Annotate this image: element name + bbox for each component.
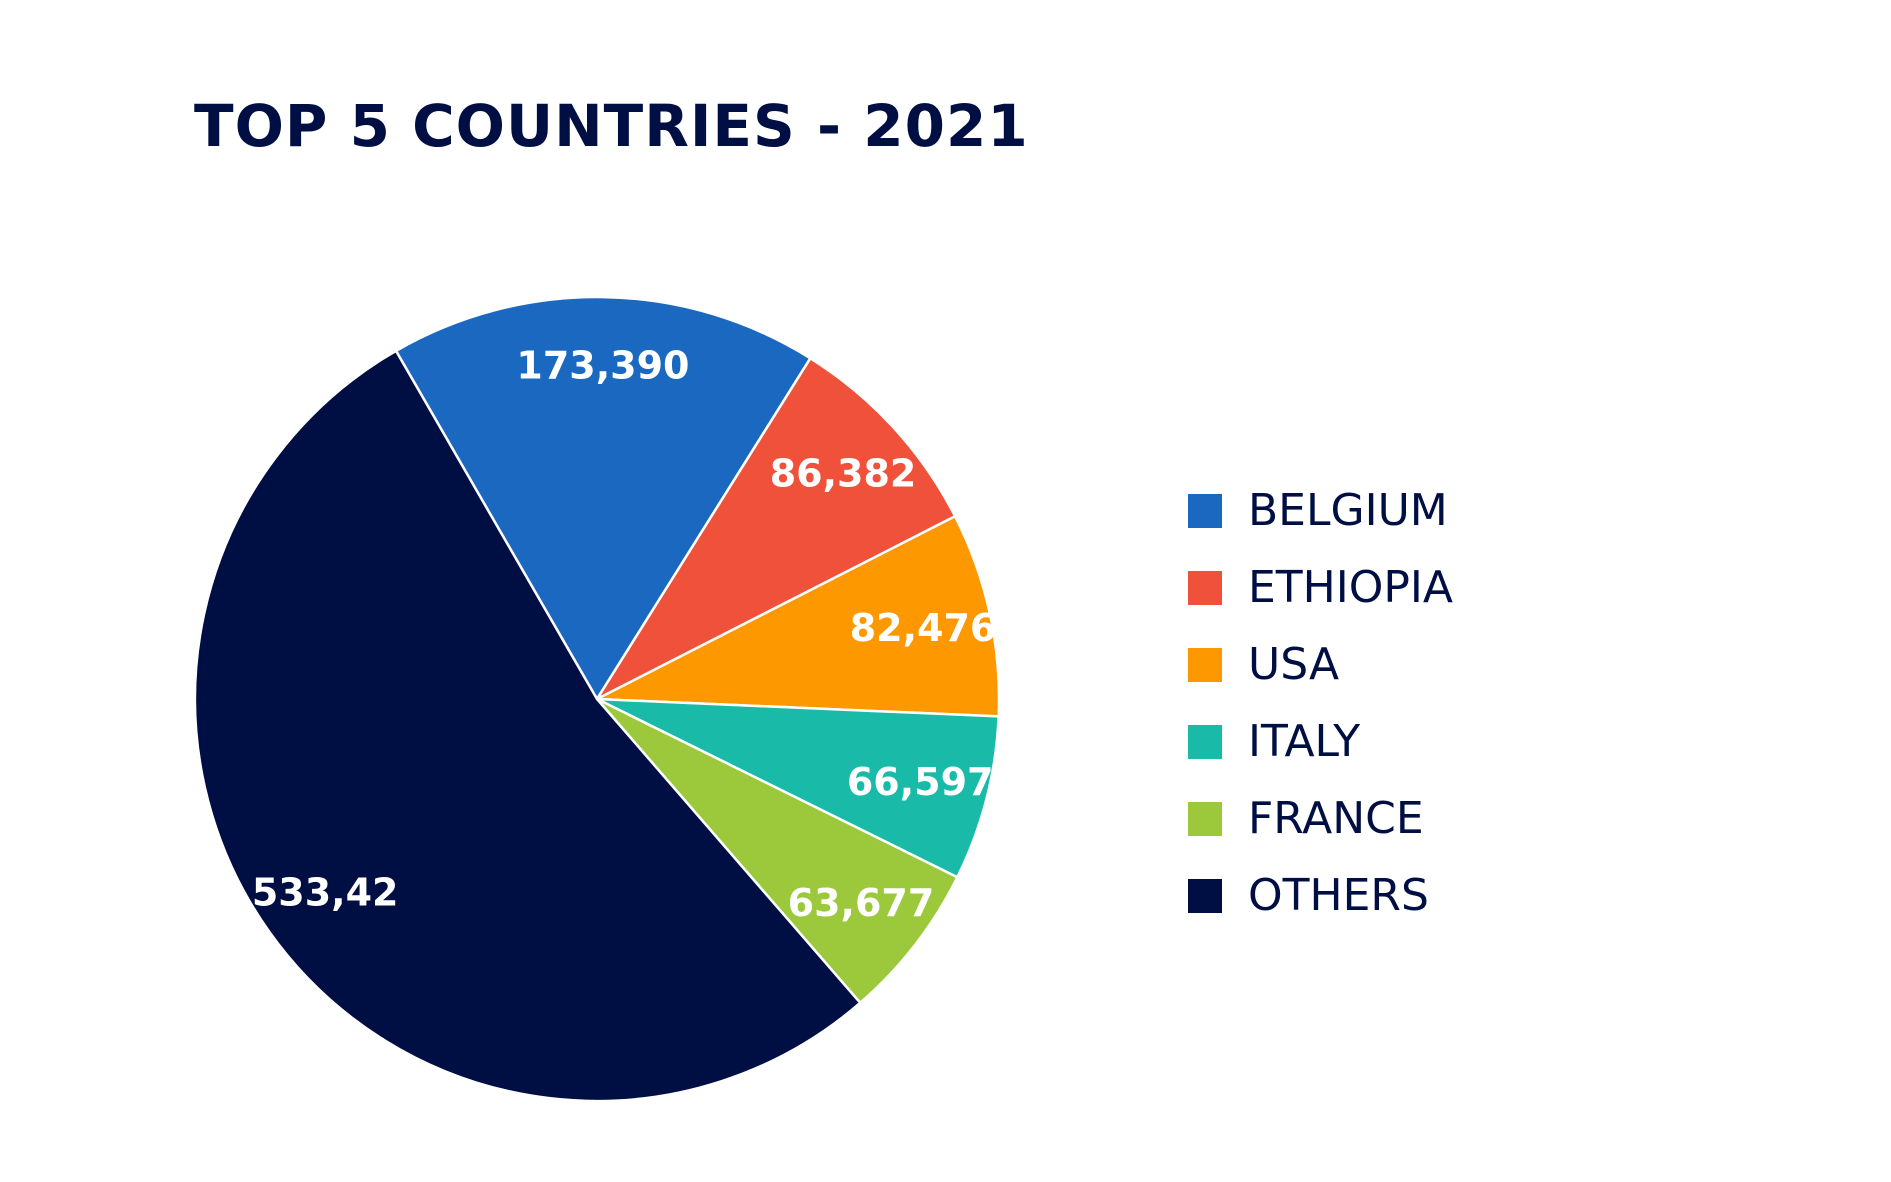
legend: BELGIUM ETHIOPIA USA ITALY FRANCE OTHERS: [1188, 472, 1453, 934]
slice-label-belgium: 173,390: [516, 343, 689, 387]
legend-item-usa: USA: [1188, 626, 1453, 703]
legend-label: USA: [1248, 639, 1340, 690]
legend-label: BELGIUM: [1248, 485, 1448, 536]
pie-slice-usa: [595, 515, 1001, 718]
legend-item-belgium: BELGIUM: [1188, 472, 1453, 549]
legend-swatch: [1188, 724, 1222, 759]
pie-slice-others: [193, 349, 862, 1103]
legend-label: ITALY: [1248, 716, 1361, 767]
legend-label: ETHIOPIA: [1248, 562, 1453, 613]
legend-swatch: [1188, 801, 1222, 836]
slice-label-others: 533,42: [252, 871, 399, 915]
slice-label-italy: 66,597: [847, 760, 994, 804]
legend-item-others: OTHERS: [1188, 857, 1453, 934]
pie-slice-france: [595, 697, 959, 1005]
pie-slice-belgium: [394, 295, 812, 701]
slice-label-ethiopia: 86,382: [770, 452, 917, 496]
pie-slice-ethiopia: [595, 357, 957, 701]
legend-item-ethiopia: ETHIOPIA: [1188, 549, 1453, 626]
legend-swatch: [1188, 878, 1222, 913]
pie-slice-italy: [595, 697, 1000, 879]
slice-label-france: 63,677: [788, 881, 935, 925]
legend-swatch: [1188, 493, 1222, 528]
legend-label: OTHERS: [1248, 870, 1429, 921]
legend-item-italy: ITALY: [1188, 703, 1453, 780]
legend-swatch: [1188, 570, 1222, 605]
legend-label: FRANCE: [1248, 793, 1424, 844]
slice-label-usa: 82,476: [850, 606, 997, 650]
chart-title: TOP 5 COUNTRIES - 2021: [194, 92, 1029, 160]
legend-swatch: [1188, 647, 1222, 682]
legend-item-france: FRANCE: [1188, 780, 1453, 857]
